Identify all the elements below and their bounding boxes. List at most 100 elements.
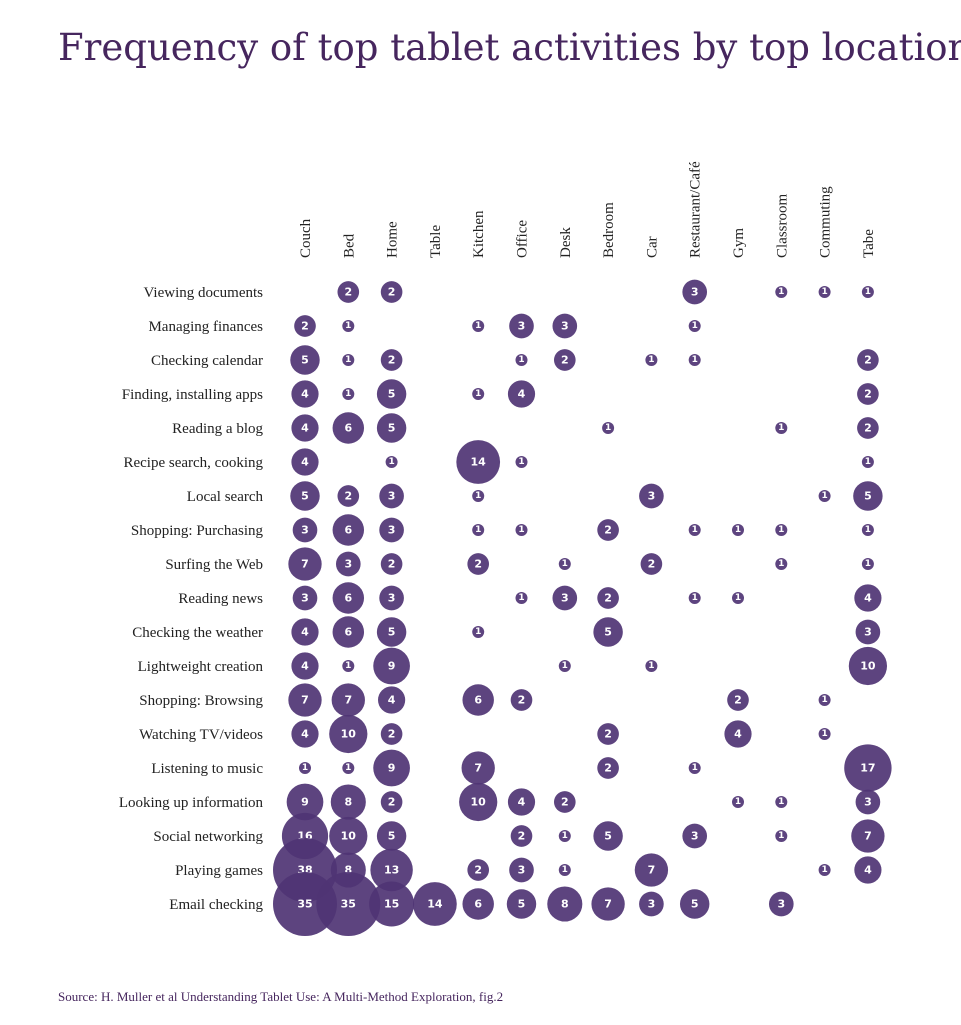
column-label: Desk <box>558 227 574 258</box>
column-labels: Couch Bed Home Table Kitchen Office Desk Bedroo… <box>298 161 877 258</box>
bubble-label: 3 <box>301 592 309 605</box>
row-label: Watching TV/videos <box>139 727 263 743</box>
bubble <box>337 485 360 507</box>
row-label: Recipe search, cooking <box>123 455 263 471</box>
bubble <box>379 585 404 611</box>
bubble-label: 15 <box>384 898 399 911</box>
bubble <box>553 791 576 813</box>
bubble-label: 2 <box>561 796 569 809</box>
bubble <box>462 684 494 716</box>
bubble <box>291 414 319 442</box>
bubble <box>552 313 578 339</box>
bubble-label: 5 <box>388 626 396 639</box>
bubble-label: 2 <box>388 728 396 741</box>
bubble-label: 7 <box>604 898 612 911</box>
bubble-label: 35 <box>297 898 312 911</box>
bubble-label: 1 <box>345 389 351 399</box>
bubble <box>467 859 490 881</box>
bubble-label: 2 <box>474 864 482 877</box>
bubble <box>288 683 322 717</box>
bubble-label: 1 <box>345 355 351 365</box>
row-label: Looking up information <box>119 795 264 811</box>
bubble <box>724 720 752 748</box>
bubble-label: 1 <box>345 661 351 671</box>
bubble-label: 3 <box>864 626 872 639</box>
row-labels: Viewing documents Managing finances Checki… <box>119 285 264 913</box>
bubble-label: 1 <box>735 593 741 603</box>
bubble <box>558 864 571 876</box>
column-label: Car <box>644 236 660 258</box>
bubble-label: 4 <box>388 694 396 707</box>
bubble-label: 2 <box>864 388 872 401</box>
bubble <box>379 483 404 509</box>
bubble-label: 3 <box>388 490 396 503</box>
bubble <box>857 417 879 439</box>
bubble <box>370 848 413 892</box>
row-label: Shopping: Purchasing <box>131 523 264 539</box>
row-label: Viewing documents <box>144 285 264 301</box>
bubble <box>329 816 368 856</box>
bubble-label: 4 <box>518 796 526 809</box>
bubble <box>855 789 881 815</box>
bubble-label: 3 <box>301 524 309 537</box>
bubble <box>292 517 318 543</box>
bubble-label: 3 <box>648 898 656 911</box>
bubble <box>775 796 788 808</box>
bubble-label: 1 <box>821 865 827 875</box>
bubble-label: 8 <box>344 796 352 809</box>
bubble <box>467 553 490 575</box>
bubble <box>509 857 534 883</box>
bubble-label: 5 <box>388 830 396 843</box>
bubble-label: 1 <box>735 797 741 807</box>
row-label: Local search <box>187 489 264 505</box>
bubble <box>861 524 874 536</box>
bubble-label: 1 <box>692 525 698 535</box>
bubble-label: 7 <box>301 694 309 707</box>
bubble-label: 1 <box>475 321 481 331</box>
bubble <box>335 551 361 577</box>
bubble-label: 4 <box>301 422 309 435</box>
row-label: Playing games <box>175 863 263 879</box>
bubble <box>857 349 879 371</box>
bubble <box>688 592 701 604</box>
bubble <box>331 683 365 717</box>
row-label: Checking the weather <box>132 625 263 641</box>
bubble <box>855 619 881 645</box>
bubble <box>286 783 324 821</box>
bubble-label: 2 <box>604 524 612 537</box>
bubble-label: 8 <box>561 898 569 911</box>
bubble <box>472 490 485 502</box>
bubble-label: 3 <box>691 286 699 299</box>
bubble <box>291 448 319 476</box>
bubble <box>558 558 571 570</box>
bubble <box>851 819 885 853</box>
bubble <box>639 891 664 917</box>
column-label: Home <box>385 221 401 258</box>
bubble-label: 3 <box>777 898 785 911</box>
bubble-label: 1 <box>518 525 524 535</box>
bubble-label: 1 <box>518 355 524 365</box>
bubble <box>818 694 831 706</box>
bubble <box>380 791 403 813</box>
bubble-label: 4 <box>301 388 309 401</box>
row-label: Surfing the Web <box>165 557 263 573</box>
bubble-label: 14 <box>471 456 487 469</box>
bubble <box>299 762 311 774</box>
bubble <box>332 412 365 444</box>
bubble-label: 2 <box>388 354 396 367</box>
bubble-label: 4 <box>864 592 872 605</box>
column-label: Gym <box>731 228 747 258</box>
bubble-label: 1 <box>865 525 871 535</box>
bubble <box>558 830 571 842</box>
bubble <box>288 547 322 581</box>
bubble-label: 1 <box>518 457 524 467</box>
bubble <box>861 558 874 570</box>
bubble <box>379 517 404 543</box>
bubble-label: 10 <box>341 728 357 741</box>
bubble-label: 1 <box>475 627 481 637</box>
bubble-label: 1 <box>778 525 784 535</box>
bubble <box>506 889 537 919</box>
bubble-label: 7 <box>648 864 656 877</box>
bubble-label: 1 <box>518 593 524 603</box>
